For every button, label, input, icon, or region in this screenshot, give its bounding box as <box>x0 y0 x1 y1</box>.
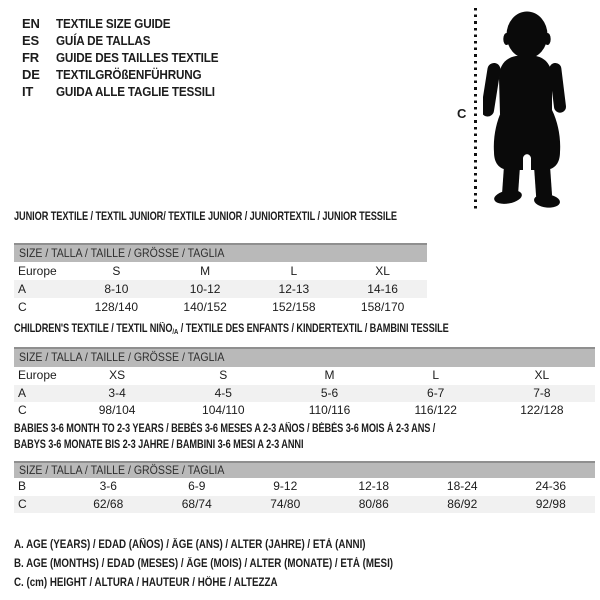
babies-row-height: C 62/68 68/74 74/80 80/86 86/92 92/98 <box>14 495 595 513</box>
age-cell: 8-10 <box>104 282 129 296</box>
row-label: Europe <box>18 368 57 382</box>
size-cell: S <box>112 264 121 278</box>
months-cell: 12-18 <box>358 479 390 493</box>
footnote-a: A. AGE (YEARS) / EDAD (AÑOS) / ÂGE (ANS)… <box>14 539 366 551</box>
months-cell: 6-9 <box>188 479 206 493</box>
lang-row-fr: FR GUIDE DES TAILLES TEXTILE <box>22 49 236 66</box>
row-label: C <box>18 496 27 511</box>
size-cell: S <box>219 368 228 382</box>
age-cell: 14-16 <box>367 282 398 296</box>
months-cell: 3-6 <box>99 479 117 493</box>
height-cell: 80/86 <box>358 496 389 511</box>
legend-footnotes: A. AGE (YEARS) / EDAD (AÑOS) / ÂGE (ANS)… <box>14 536 460 593</box>
height-cell: 86/92 <box>447 496 478 511</box>
footnote-b: B. AGE (MONTHS) / EDAD (MESES) / ÂGE (MO… <box>14 558 394 570</box>
language-title-list: EN TEXTILE SIZE GUIDE ES GUÍA DE TALLAS … <box>22 15 236 100</box>
lang-code: ES <box>22 33 39 48</box>
months-cell: 9-12 <box>273 479 298 493</box>
height-cell: 62/68 <box>93 496 124 511</box>
lang-row-es: ES GUÍA DE TALLAS <box>22 32 236 49</box>
toddler-silhouette-icon <box>483 11 566 208</box>
height-cell: 110/116 <box>308 403 351 417</box>
babies-table-title-line1: BABIES 3-6 MONTH TO 2-3 YEARS / BEBÉS 3-… <box>14 423 436 435</box>
height-measure-line <box>474 8 477 210</box>
children-row-height: C 98/104 104/110 110/116 116/122 122/128 <box>14 402 595 420</box>
size-cell: M <box>324 368 335 382</box>
children-table-title: CHILDREN'S TEXTILE / TEXTIL NIÑO/A / TEX… <box>14 323 449 336</box>
height-cell: 104/110 <box>202 403 245 417</box>
age-cell: 3-4 <box>108 385 126 400</box>
lang-title: GUIDE DES TAILLES TEXTILE <box>56 50 219 65</box>
children-row-age: A 3-4 4-5 5-6 6-7 7-8 <box>14 384 595 402</box>
size-cell: XL <box>375 264 390 278</box>
children-size-header: SIZE / TALLA / TAILLE / GRÖSSE / TAGLIA <box>14 347 595 367</box>
nino-a-subscript: /A <box>172 327 179 336</box>
age-cell: 6-7 <box>427 385 445 400</box>
lang-code: EN <box>22 16 40 31</box>
lang-title: TEXTILE SIZE GUIDE <box>56 16 171 31</box>
babies-table-title-line2: BABYS 3-6 MONATE BIS 2-3 JAHRE / BAMBINI… <box>14 439 304 451</box>
size-cell: L <box>290 264 298 278</box>
lang-row-de: DE TEXTILGRÖßENFÜHRUNG <box>22 66 236 83</box>
junior-row-europe: Europe S M L XL <box>14 262 427 280</box>
row-label: C <box>18 300 27 314</box>
height-cell: 98/104 <box>98 403 136 417</box>
age-cell: 7-8 <box>533 385 551 400</box>
footnote-c: C. (cm) HEIGHT / ALTURA / HAUTEUR / HÖHE… <box>14 577 278 589</box>
size-cell: M <box>200 264 211 278</box>
height-cell: 92/98 <box>535 496 566 511</box>
age-cell: 5-6 <box>320 385 339 400</box>
lang-code: DE <box>22 67 40 82</box>
height-cell: 68/74 <box>181 496 212 511</box>
height-cell: 74/80 <box>270 496 301 511</box>
row-label: Europe <box>18 264 57 278</box>
junior-row-age: A 8-10 10-12 12-13 14-16 <box>14 280 427 298</box>
height-cell: 116/122 <box>414 403 457 417</box>
size-cell: XL <box>534 368 550 382</box>
height-measure-label: C <box>457 106 467 121</box>
size-cell: L <box>432 368 440 382</box>
months-cell: 18-24 <box>446 479 478 493</box>
row-label: A <box>18 282 27 296</box>
height-cell: 152/158 <box>272 300 316 314</box>
age-cell: 4-5 <box>214 385 232 400</box>
lang-title: TEXTILGRÖßENFÜHRUNG <box>56 67 202 82</box>
lang-title: GUÍA DE TALLAS <box>56 33 151 48</box>
lang-code: IT <box>22 84 34 99</box>
age-cell: 10-12 <box>189 282 221 296</box>
size-cell: XS <box>109 368 126 382</box>
babies-size-header: SIZE / TALLA / TAILLE / GRÖSSE / TAGLIA <box>14 461 595 478</box>
junior-table-title: JUNIOR TEXTILE / TEXTIL JUNIOR/ TEXTILE … <box>14 211 397 223</box>
height-cell: 140/152 <box>183 300 227 314</box>
babies-row-months: B 3-6 6-9 9-12 12-18 18-24 24-36 <box>14 478 595 496</box>
height-cell: 158/170 <box>360 300 405 314</box>
height-cell: 128/140 <box>94 300 139 314</box>
lang-row-en: EN TEXTILE SIZE GUIDE <box>22 15 236 32</box>
lang-code: FR <box>22 50 39 65</box>
junior-row-height: C 128/140 140/152 152/158 158/170 <box>14 298 427 316</box>
lang-title: GUIDA ALLE TAGLIE TESSILI <box>56 84 215 99</box>
junior-size-header: SIZE / TALLA / TAILLE / GRÖSSE / TAGLIA <box>14 243 427 262</box>
lang-row-it: IT GUIDA ALLE TAGLIE TESSILI <box>22 83 236 100</box>
height-cell: 122/128 <box>520 403 564 417</box>
months-cell: 24-36 <box>535 479 567 493</box>
age-cell: 12-13 <box>278 282 310 296</box>
row-label: A <box>18 385 27 400</box>
children-row-europe: Europe XS S M L XL <box>14 367 595 385</box>
row-label: C <box>18 403 27 417</box>
row-label: B <box>18 479 27 493</box>
